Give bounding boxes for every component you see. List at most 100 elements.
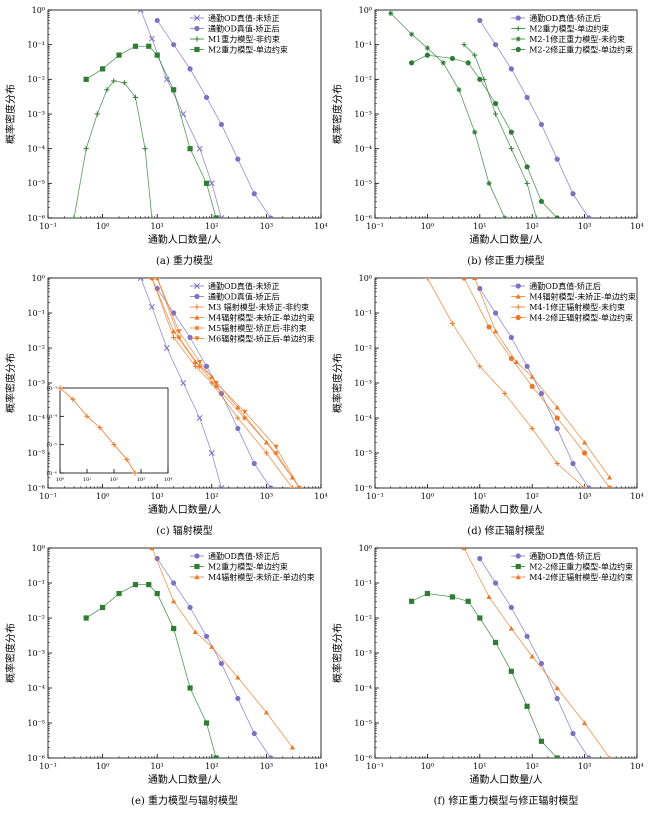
panel-b-data-point: [570, 191, 576, 197]
panel-e-data-point: [209, 644, 215, 649]
panel-a-data-point: [171, 87, 177, 93]
panel-a-series-line: [85, 45, 217, 218]
panel-f-data-point: [608, 755, 612, 758]
panel-a-data-point: [187, 146, 193, 152]
panel-e-legend-marker: [194, 553, 200, 559]
panel-c-legend-marker: [194, 336, 200, 342]
panel-c-legend-label: M6辐射模型-矫正后-单边约束: [208, 334, 315, 344]
panel-e-data-point: [192, 629, 198, 635]
panel-b-data-point: [508, 129, 514, 135]
panel-a-data-point: [100, 66, 106, 72]
panel-e-data-point: [171, 580, 177, 586]
panel-d-data-point: [570, 460, 576, 467]
panel-c-caption: (c) 辐射模型: [156, 524, 213, 537]
panel-a-series-line: [156, 20, 272, 218]
panel-e-data-point: [132, 582, 139, 588]
panel-f-data-point: [524, 633, 530, 639]
panel-e-data-point: [251, 730, 257, 737]
panel-b-data-point: [554, 156, 560, 162]
panel-c-data-point: [268, 485, 274, 488]
panel-a-ytick-label: 10⁻⁴: [27, 144, 45, 153]
panel-c-data-point: [203, 363, 210, 369]
panel-a: 10⁻¹ 10⁰ 10¹ 10² 10³ 10⁴ 10⁻⁶ 10⁻⁵ 10⁻⁴ 10⁻³ 10⁻² 1…: [4, 6, 328, 267]
panel-d-data-point: [461, 278, 467, 281]
panel-b-data-point: [524, 94, 530, 101]
panel-e-ytick-label: 10⁻⁵: [27, 719, 45, 728]
panel-b-data-point: [492, 100, 499, 107]
panel-b-data-point: [424, 52, 430, 58]
panel-b-data-point: [492, 42, 499, 48]
panel-c-data-point: [242, 409, 248, 415]
panel-d-x-axis-label: 通勤人口数量/人: [469, 503, 542, 516]
panel-c-legend-label: 通勤OD真值-未矫正: [208, 281, 280, 291]
panel-c-inset-ytick-label: 10⁻⁶: [46, 471, 57, 477]
panel-c-y-axis-label: 概率密度分布: [4, 353, 17, 413]
panel-c-inset-xtick-label: 10¹: [83, 477, 91, 483]
panel-b-ytick-label: 10⁻³: [354, 110, 372, 119]
panel-f-ytick-label: 10⁻³: [354, 649, 372, 658]
panel-f-data-point: [492, 580, 499, 586]
panel-d-legend: 通勤OD真值-矫正后M4辐射模型-未矫正-单边约束M4-1修正辐射模型-未约束M…: [511, 281, 636, 323]
panel-b-data-point: [533, 215, 539, 218]
panel-f-legend-marker: [515, 553, 521, 559]
panel-e-legend-label: 通勤OD真值-矫正后: [208, 551, 280, 561]
panel-c-data-point: [197, 359, 203, 365]
panel-c-legend-marker: [194, 314, 200, 320]
panel-d-data-point: [486, 324, 492, 330]
panel-e-legend-marker: [194, 563, 200, 570]
panel-c-data-point: [273, 444, 279, 450]
panel-f-data-point: [570, 730, 576, 737]
panel-c-legend-marker: [194, 325, 200, 331]
panel-f-data-point: [492, 639, 499, 646]
panel-f-data-point: [538, 660, 545, 667]
panel-a-data-point: [163, 76, 170, 83]
panel-a-data-point: [116, 52, 122, 58]
panel-b-ytick-label: 10⁻⁴: [354, 144, 372, 153]
panel-e-x-axis-label: 通勤人口数量/人: [148, 773, 221, 786]
panel-c-data-point: [149, 278, 155, 281]
panel-b-ytick-label: 10⁻²: [354, 75, 372, 84]
panel-d-data-point: [554, 404, 560, 410]
panel-a-frame: [47, 9, 322, 219]
panel-d-legend-label: M4-2修正辐射模型-单边约束: [529, 313, 633, 323]
panel-b-data-point: [440, 60, 446, 66]
panel-a-data-point: [132, 43, 139, 49]
panel-e-xtick-label: 10⁻¹: [39, 762, 57, 771]
panel-f-data-point: [508, 668, 514, 674]
panel-a-data-point: [218, 215, 225, 218]
panel-f-legend-marker: [515, 574, 521, 580]
panel-d-ytick-label: 10⁻⁵: [354, 449, 372, 458]
panel-d-data-point: [607, 474, 613, 480]
panel-b-data-point: [465, 60, 471, 66]
panel-b-data-point: [477, 17, 483, 24]
panel-f-data-point: [529, 653, 535, 659]
panel-b-legend-marker: [515, 25, 521, 32]
panel-b-ytick-label: 10⁻¹: [354, 40, 372, 49]
panel-b-data-point: [409, 31, 415, 37]
panel-f-data-point: [461, 548, 467, 551]
panel-e-data-point: [187, 604, 193, 611]
panel-e-data-point: [187, 685, 193, 691]
panel-c-data-point: [242, 415, 248, 421]
panel-a-data-point: [187, 66, 193, 72]
panel-e-y-axis-label: 概率密度分布: [4, 623, 17, 683]
panel-c-ytick-label: 10⁻³: [27, 379, 45, 388]
panel-c-data-point: [197, 363, 203, 369]
panel-c-data-point: [235, 415, 241, 421]
panel-b-data-point: [472, 129, 478, 135]
panel-b-caption: (b) 修正重力模型: [467, 254, 544, 267]
panel-c-inset-xtick-label: 10³: [137, 477, 145, 483]
panel-f-data-point: [486, 594, 492, 600]
panel-d-data-point: [524, 363, 530, 369]
panel-b-series-line: [479, 20, 590, 218]
panel-a-data-point: [203, 94, 210, 101]
panel-c-inset-point: [124, 456, 130, 463]
panel-f-ytick-label: 10⁻⁵: [354, 719, 372, 728]
panel-c-legend-label: M5辐射模型-矫正后-非约束: [208, 323, 307, 333]
panel-e-data-point: [116, 590, 122, 597]
panel-f-xtick-label: 10⁰: [421, 762, 434, 771]
panel-c-xtick-label: 10⁴: [314, 492, 327, 501]
panel-a-ytick-label: 10⁻³: [27, 110, 45, 119]
panel-c-inset-bg: [50, 384, 172, 483]
panel-a-caption: (a) 重力模型: [156, 254, 213, 267]
